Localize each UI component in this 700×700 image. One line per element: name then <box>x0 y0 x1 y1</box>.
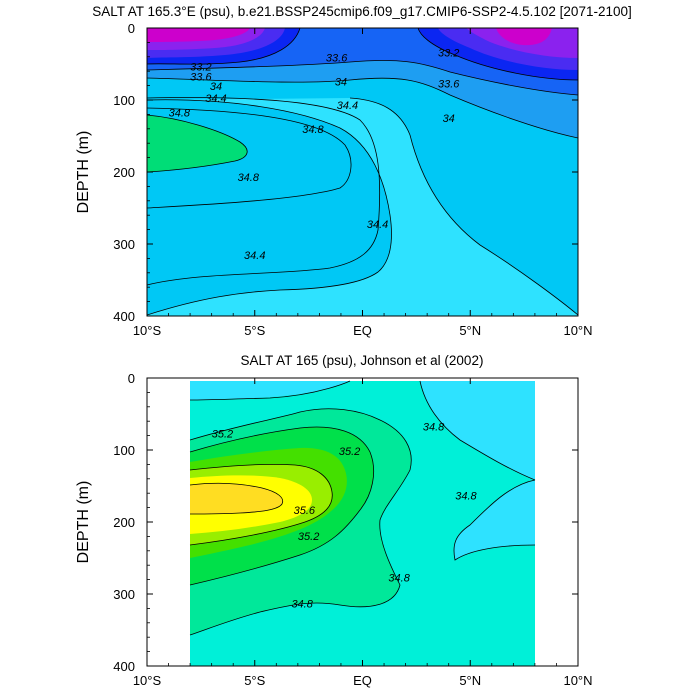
panel-top-y-tick-label: 300 <box>113 237 135 252</box>
panel-top-contour-label: 33.2 <box>438 48 459 60</box>
panel-bottom-title: SALT AT 165 (psu), Johnson et al (2002) <box>241 353 484 368</box>
panel-top-x-tick-label: 5°S <box>244 323 265 338</box>
panel-top-contour-label: 34 <box>443 113 455 125</box>
panel-top-contour-label: 33.6 <box>190 71 212 83</box>
panel-bottom-contour-labels: 35.2 35.2 34.8 35.6 35.2 34.8 34.8 34.8 <box>212 421 478 611</box>
panel-top-y-tick-label: 0 <box>128 21 135 36</box>
panel-top-contour-label: 34 <box>210 81 222 93</box>
panel-bottom-filled-contours <box>189 380 536 666</box>
panel-top-y-tick-label: 400 <box>113 309 135 324</box>
panel-bottom: SALT AT 165 (psu), Johnson et al (2002) <box>75 353 593 688</box>
panel-top-y-axis-label: DEPTH (m) <box>75 131 92 214</box>
panel-top-axes: 10°S 5°S EQ 5°N 10°N 0 100 200 300 400 <box>113 21 592 338</box>
panel-bottom-y-tick-label: 300 <box>113 587 135 602</box>
panel-top-contour-label: 34.8 <box>169 107 191 119</box>
panel-bottom-x-tick-label: 5°N <box>459 673 481 688</box>
panel-bottom-y-tick-label: 100 <box>113 443 135 458</box>
panel-bottom-y-tick-label: 400 <box>113 659 135 674</box>
panel-top-y-tick-label: 100 <box>113 93 135 108</box>
panel-bottom-y-tick-label: 200 <box>113 515 135 530</box>
panel-bottom-contour-label: 34.8 <box>291 599 313 611</box>
panel-bottom-x-tick-label: EQ <box>353 673 372 688</box>
panel-top-x-tick-label: EQ <box>353 323 372 338</box>
salinity-band-lt-32.0-east <box>496 28 552 46</box>
panel-bottom-contour-label: 35.6 <box>294 505 316 517</box>
panel-top-title: SALT AT 165.3°E (psu), b.e21.BSSP245cmip… <box>92 4 632 19</box>
panel-top-contour-label: 33.2 <box>190 61 211 73</box>
panel-top: SALT AT 165.3°E (psu), b.e21.BSSP245cmip… <box>75 4 632 338</box>
panel-top-contour-label: 34.4 <box>337 100 358 112</box>
panel-top-contour-label: 33.6 <box>438 79 460 91</box>
panel-bottom-contour-lines <box>189 380 536 636</box>
panel-bottom-contour-label: 34.8 <box>388 573 410 585</box>
panel-bottom-contour-label: 35.2 <box>298 531 319 543</box>
panel-top-contour-label: 34 <box>335 76 347 88</box>
panel-bottom-x-tick-label: 10°N <box>563 673 592 688</box>
panel-top-contour-label: 34.8 <box>238 172 260 184</box>
panel-top-filled-contours <box>147 28 578 316</box>
panel-top-contour-label: 34.4 <box>205 93 226 105</box>
panel-top-contour-label: 33.6 <box>326 53 348 65</box>
panel-bottom-x-tick-label: 10°S <box>133 673 162 688</box>
panel-bottom-contour-label: 34.8 <box>455 491 477 503</box>
salinity-band-lt-34.8 <box>420 381 535 560</box>
panel-bottom-y-axis-label: DEPTH (m) <box>75 481 92 564</box>
panel-top-contour-label: 34.4 <box>367 219 388 231</box>
salinity-band-lt-32.0 <box>147 28 250 42</box>
salinity-band-gt-35.8 <box>190 483 283 514</box>
panel-top-contour-label: 34.4 <box>244 250 265 262</box>
panel-top-y-tick-label: 200 <box>113 165 135 180</box>
panel-bottom-y-tick-label: 0 <box>128 371 135 386</box>
panel-top-x-tick-label: 10°S <box>133 323 162 338</box>
panel-bottom-contour-label: 34.8 <box>423 421 445 433</box>
panel-top-contour-labels: 33.233.63434.434.833.63434.434.834.834.4… <box>169 48 461 262</box>
panel-bottom-axes: 10°S 5°S EQ 5°N 10°N 0 100 200 300 400 <box>113 371 592 688</box>
panel-top-x-tick-label: 10°N <box>563 323 592 338</box>
panel-top-contour-label: 34.8 <box>302 124 324 136</box>
panel-top-contour-lines <box>147 28 578 316</box>
salinity-band-lt-34.8-top <box>190 381 350 400</box>
panel-bottom-x-tick-label: 5°S <box>244 673 265 688</box>
panel-bottom-contour-label: 35.2 <box>212 429 233 441</box>
panel-top-x-tick-label: 5°N <box>459 323 481 338</box>
salinity-band-gt-34.8 <box>147 115 248 172</box>
panel-bottom-contour-label: 35.2 <box>339 446 360 458</box>
